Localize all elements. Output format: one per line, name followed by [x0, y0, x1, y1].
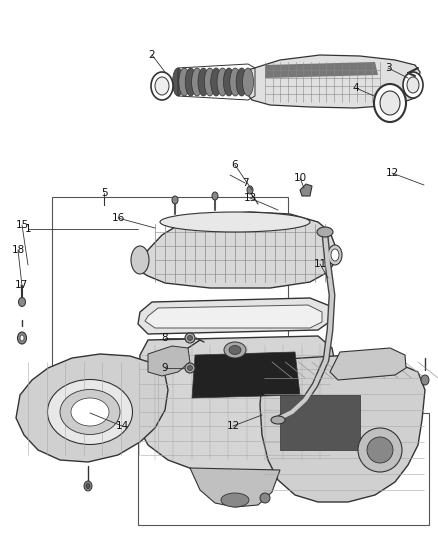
- Ellipse shape: [247, 186, 253, 194]
- Text: 5: 5: [101, 188, 107, 198]
- Text: 12: 12: [226, 421, 240, 431]
- Ellipse shape: [151, 72, 173, 100]
- Text: 18: 18: [11, 245, 25, 255]
- Ellipse shape: [185, 68, 196, 96]
- Ellipse shape: [179, 68, 190, 96]
- Ellipse shape: [407, 77, 419, 93]
- Ellipse shape: [185, 333, 195, 343]
- Ellipse shape: [84, 481, 92, 491]
- Ellipse shape: [60, 390, 120, 434]
- Ellipse shape: [374, 84, 406, 122]
- Ellipse shape: [217, 68, 228, 96]
- Ellipse shape: [47, 379, 133, 445]
- Text: 7: 7: [242, 178, 248, 188]
- Ellipse shape: [20, 335, 24, 341]
- Text: 6: 6: [232, 160, 238, 170]
- Ellipse shape: [230, 68, 241, 96]
- Polygon shape: [192, 352, 300, 398]
- Ellipse shape: [380, 91, 400, 115]
- Text: 16: 16: [111, 213, 125, 223]
- Text: 10: 10: [293, 173, 307, 183]
- Ellipse shape: [421, 375, 429, 385]
- Ellipse shape: [172, 196, 178, 204]
- Bar: [138, 413, 429, 525]
- Ellipse shape: [260, 493, 270, 503]
- Ellipse shape: [271, 416, 285, 424]
- Ellipse shape: [221, 493, 249, 507]
- Ellipse shape: [204, 68, 215, 96]
- Ellipse shape: [331, 249, 339, 261]
- Text: 4: 4: [353, 83, 359, 93]
- Polygon shape: [265, 62, 378, 78]
- Ellipse shape: [185, 363, 195, 373]
- Text: 14: 14: [115, 421, 129, 431]
- Polygon shape: [138, 298, 332, 334]
- Text: 13: 13: [244, 193, 257, 203]
- Polygon shape: [190, 468, 280, 507]
- Ellipse shape: [212, 192, 218, 200]
- Polygon shape: [300, 184, 312, 196]
- Polygon shape: [145, 305, 322, 328]
- Ellipse shape: [243, 68, 254, 96]
- Ellipse shape: [328, 245, 342, 265]
- Text: 12: 12: [385, 168, 399, 178]
- Ellipse shape: [187, 335, 192, 341]
- Polygon shape: [330, 348, 406, 380]
- Text: 1: 1: [25, 224, 31, 234]
- Circle shape: [358, 428, 402, 472]
- Ellipse shape: [224, 342, 246, 358]
- Ellipse shape: [236, 68, 247, 96]
- Ellipse shape: [317, 227, 333, 237]
- Ellipse shape: [403, 72, 423, 98]
- Text: 9: 9: [162, 363, 168, 373]
- Ellipse shape: [131, 246, 149, 274]
- Ellipse shape: [86, 483, 90, 489]
- Ellipse shape: [173, 68, 184, 96]
- Text: 3: 3: [385, 63, 391, 73]
- Text: 11: 11: [313, 259, 327, 269]
- Text: 17: 17: [14, 280, 28, 290]
- Ellipse shape: [191, 68, 203, 96]
- Polygon shape: [138, 212, 336, 288]
- Ellipse shape: [18, 332, 27, 344]
- Ellipse shape: [187, 366, 192, 370]
- Text: 8: 8: [162, 333, 168, 343]
- Ellipse shape: [198, 68, 209, 96]
- Polygon shape: [138, 336, 338, 472]
- Bar: [280, 395, 360, 450]
- Circle shape: [367, 437, 393, 463]
- Ellipse shape: [155, 77, 169, 95]
- Polygon shape: [148, 346, 190, 376]
- Ellipse shape: [211, 68, 222, 96]
- Text: 15: 15: [15, 220, 28, 230]
- Bar: [52, 197, 288, 400]
- Ellipse shape: [160, 212, 310, 232]
- Polygon shape: [248, 55, 420, 108]
- Ellipse shape: [223, 68, 234, 96]
- Polygon shape: [16, 354, 168, 462]
- Polygon shape: [260, 355, 425, 502]
- Ellipse shape: [229, 345, 241, 354]
- Text: 2: 2: [148, 50, 155, 60]
- Ellipse shape: [71, 398, 109, 426]
- Ellipse shape: [18, 297, 25, 306]
